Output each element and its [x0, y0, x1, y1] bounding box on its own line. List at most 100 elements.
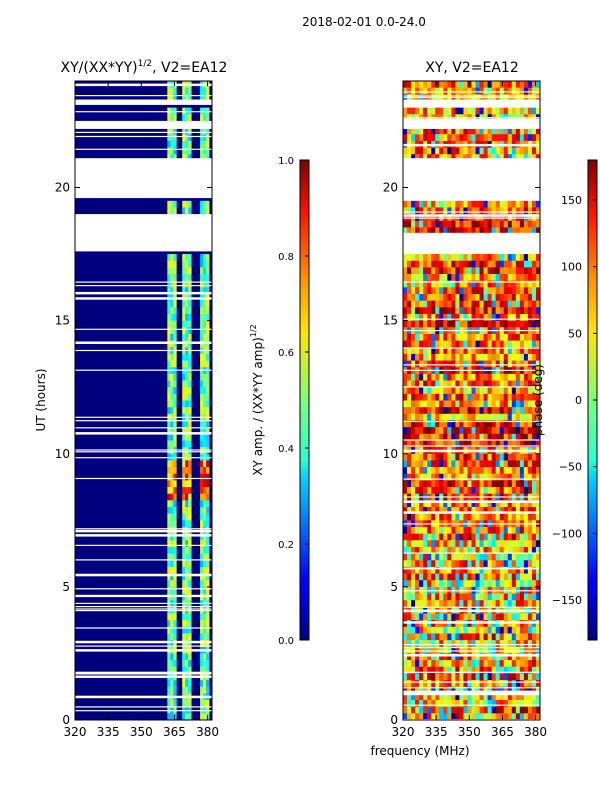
phase-cell [523, 653, 529, 661]
phase-cell [519, 227, 525, 235]
amplitude-cell [182, 520, 186, 528]
amplitude-cell [167, 433, 171, 441]
phase-cell [439, 154, 444, 162]
phase-cell [511, 500, 517, 508]
phase-cell [535, 127, 540, 135]
phase-cell [447, 360, 452, 368]
phase-cell [455, 207, 460, 215]
phase-cell [415, 81, 420, 89]
phase-cell [531, 706, 537, 714]
phase-cell [411, 387, 416, 395]
phase-cell [507, 393, 513, 401]
phase-cell [475, 380, 480, 388]
amplitude-cell [200, 127, 204, 135]
phase-cell [447, 147, 452, 155]
phase-cell [447, 626, 452, 634]
phase-cell [435, 433, 440, 441]
phase-cell [407, 600, 412, 608]
phase-cell [423, 653, 428, 661]
phase-cell [411, 633, 416, 641]
phase-cell [411, 360, 416, 368]
phase-flag-line [403, 644, 540, 646]
phase-cell [535, 573, 540, 581]
phase-cell [487, 660, 493, 668]
phase-cell [535, 473, 540, 481]
amplitude-cell [200, 313, 204, 322]
amplitude-cell [188, 473, 192, 481]
amplitude-flag-line [75, 627, 212, 629]
phase-cell [487, 294, 493, 302]
amplitude-cell [185, 487, 189, 495]
phase-cell [451, 700, 456, 708]
phase-cell [483, 680, 489, 688]
amplitude-cell [203, 134, 207, 142]
phase-cell [479, 320, 484, 328]
phase-cell [407, 507, 412, 515]
phase-cell [403, 260, 408, 268]
phase-cell [403, 546, 408, 554]
phase-cell [459, 680, 464, 688]
phase-cell [527, 693, 533, 701]
phase-cell [431, 487, 436, 495]
phase-cell [467, 207, 472, 215]
phase-cell [511, 660, 517, 668]
phase-cell [411, 260, 416, 268]
phase-cell [443, 513, 448, 521]
phase-cell [511, 267, 517, 275]
phase-cell [487, 147, 493, 155]
phase-cell [491, 127, 497, 135]
phase-cell [439, 433, 444, 441]
phase-cell [487, 546, 493, 554]
phase-cell [535, 407, 540, 415]
phase-cell [523, 294, 529, 302]
phase-cell [455, 400, 460, 408]
phase-cell [423, 593, 428, 601]
phase-cell [507, 81, 513, 89]
phase-cell [443, 680, 448, 688]
phase-cell [467, 134, 472, 142]
phase-cell [463, 81, 468, 89]
phase-cell [407, 713, 412, 720]
phase-cell [415, 280, 420, 288]
phase-cell [443, 353, 448, 361]
phase-colorbar-tick-label: −100 [552, 527, 582, 540]
phase-cell [507, 593, 513, 601]
phase-cell [459, 300, 464, 308]
phase-cell [447, 646, 452, 654]
phase-cell [483, 407, 489, 415]
phase-cell [407, 154, 412, 162]
phase-cell [503, 413, 509, 421]
phase-cell [455, 260, 460, 268]
amplitude-cell [167, 373, 171, 381]
phase-cell [531, 653, 537, 661]
phase-cell [479, 200, 484, 208]
phase-cell [495, 460, 501, 468]
amplitude-cell [182, 327, 186, 335]
amplitude-cell [185, 686, 189, 694]
phase-cell [411, 680, 416, 688]
phase-cell [439, 566, 444, 574]
phase-cell [495, 227, 501, 235]
amplitude-cell [167, 613, 171, 621]
phase-cell [507, 147, 513, 155]
phase-cell [471, 653, 476, 661]
phase-cell [479, 147, 484, 155]
phase-cell [475, 274, 480, 282]
amplitude-cell [200, 393, 204, 401]
phase-cell [487, 693, 493, 701]
phase-cell [523, 413, 529, 421]
phase-cell [403, 420, 408, 428]
amplitude-cell [167, 154, 171, 162]
phase-cell [495, 267, 501, 275]
phase-cell [415, 353, 420, 361]
phase-cell [479, 680, 484, 688]
phase-cell [463, 260, 468, 268]
amplitude-cell [167, 254, 171, 262]
phase-cell [523, 680, 529, 688]
phase-cell [415, 267, 420, 275]
figure-xlabel: frequency (MHz) [370, 744, 469, 758]
amplitude-cell [200, 254, 204, 262]
phase-cell [423, 333, 428, 341]
phase-cell [459, 274, 464, 282]
phase-cell [455, 227, 460, 235]
